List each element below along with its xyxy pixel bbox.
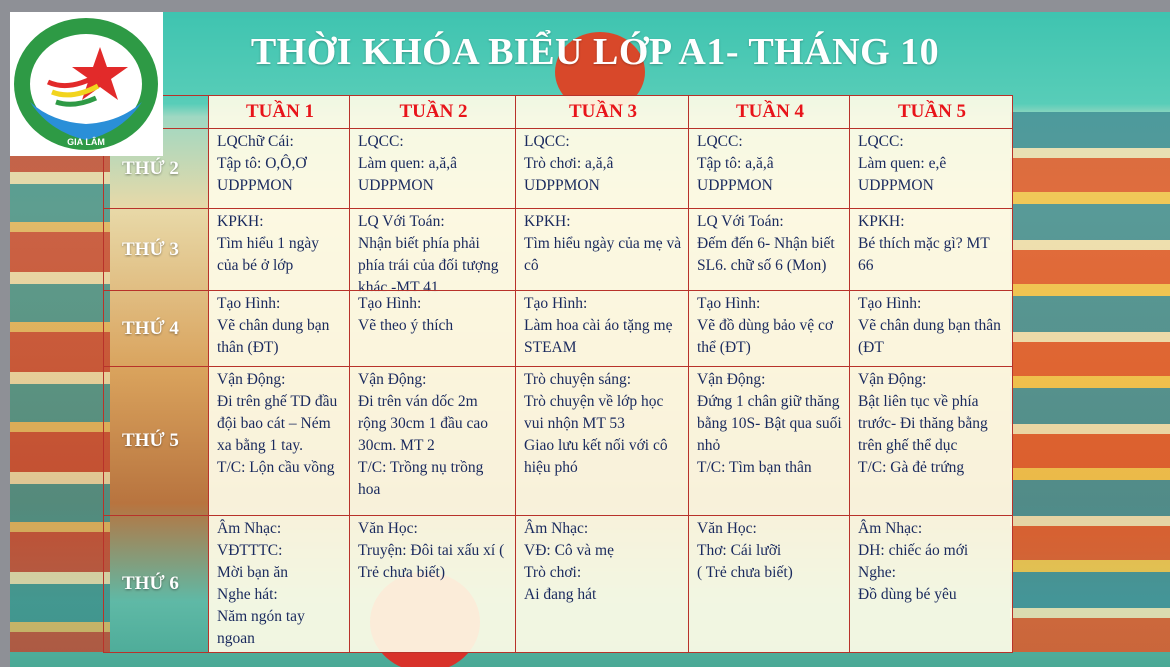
schedule-cell: LQ Với Toán: Đếm đến 6- Nhận biết SL6. c… [688, 208, 850, 291]
schedule-cell: LQCC: Làm quen: e,ê UDPPMON [849, 128, 1013, 209]
schedule-cell: Văn Học: Truyện: Đôi tai xấu xí ( Trẻ ch… [349, 515, 516, 653]
week-header: TUẦN 5 [849, 95, 1013, 129]
schedule-cell: Tạo Hình: Vẽ chân dung bạn thân (ĐT [849, 290, 1013, 367]
day-label: THỨ 4 [103, 290, 209, 367]
day-label: THỨ 6 [103, 515, 209, 653]
school-logo: GIA LÂM [10, 12, 163, 156]
schedule-cell: KPKH: Tìm hiểu 1 ngày của bé ở lớp [208, 208, 350, 291]
day-label: THỨ 5 [103, 366, 209, 516]
svg-text:GIA LÂM: GIA LÂM [67, 136, 105, 147]
schedule-cell: KPKH: Tìm hiểu ngày của mẹ và cô [515, 208, 689, 291]
schedule-cell: Văn Học: Thơ: Cái lưỡi ( Trẻ chưa biết) [688, 515, 850, 653]
schedule-cell: Vận Động: Đi trên ghế TD đầu đội bao cát… [208, 366, 350, 516]
school-logo-icon: GIA LÂM [14, 18, 158, 150]
schedule-cell: Âm Nhạc: DH: chiếc áo mới Nghe: Đồ dùng … [849, 515, 1013, 653]
week-header: TUẦN 1 [208, 95, 350, 129]
week-header: TUẦN 2 [349, 95, 516, 129]
schedule-cell: Vận Động: Đi trên ván dốc 2m rộng 30cm 1… [349, 366, 516, 516]
schedule-cell: LQCC: Làm quen: a,ă,â UDPPMON [349, 128, 516, 209]
schedule-cell: Trò chuyện sáng: Trò chuyện về lớp học v… [515, 366, 689, 516]
schedule-cell: LQChữ Cái: Tập tô: O,Ô,Ơ UDPPMON [208, 128, 350, 209]
schedule-cell: LQCC: Tập tô: a,ă,â UDPPMON [688, 128, 850, 209]
schedule-cell: Vận Động: Bật liên tục về phía trước- Đi… [849, 366, 1013, 516]
schedule-cell: LQ Với Toán: Nhận biết phía phải phía tr… [349, 208, 516, 296]
schedule-cell: Vận Động: Đứng 1 chân giữ thăng bằng 10S… [688, 366, 850, 516]
schedule-cell: Tạo Hình: Vẽ chân dung bạn thân (ĐT) [208, 290, 350, 367]
book-stack-decoration [10, 132, 110, 652]
schedule-cell: KPKH: Bé thích mặc gì? MT 66 [849, 208, 1013, 291]
schedule-cell: Âm Nhạc: VĐ: Cô và mẹ Trò chơi: Ai đang … [515, 515, 689, 653]
schedule-cell: Âm Nhạc: VĐTTTC: Mời bạn ăn Nghe hát: Nă… [208, 515, 350, 653]
schedule-cell: Tạo Hình: Vẽ theo ý thích [349, 290, 516, 367]
week-header: TUẦN 3 [515, 95, 689, 129]
book-stack-decoration [1010, 112, 1170, 652]
schedule-cell: Tạo Hình: Làm hoa cài áo tặng mẹ STEAM [515, 290, 689, 367]
day-label: THỨ 3 [103, 208, 209, 291]
week-header: TUẦN 4 [688, 95, 850, 129]
page-title: THỜI KHÓA BIỂU LỚP A1- THÁNG 10 [250, 31, 940, 73]
schedule-cell: Tạo Hình: Vẽ đồ dùng bảo vệ cơ thể (ĐT) [688, 290, 850, 367]
schedule-cell: LQCC: Trò chơi: a,ă,â UDPPMON [515, 128, 689, 209]
